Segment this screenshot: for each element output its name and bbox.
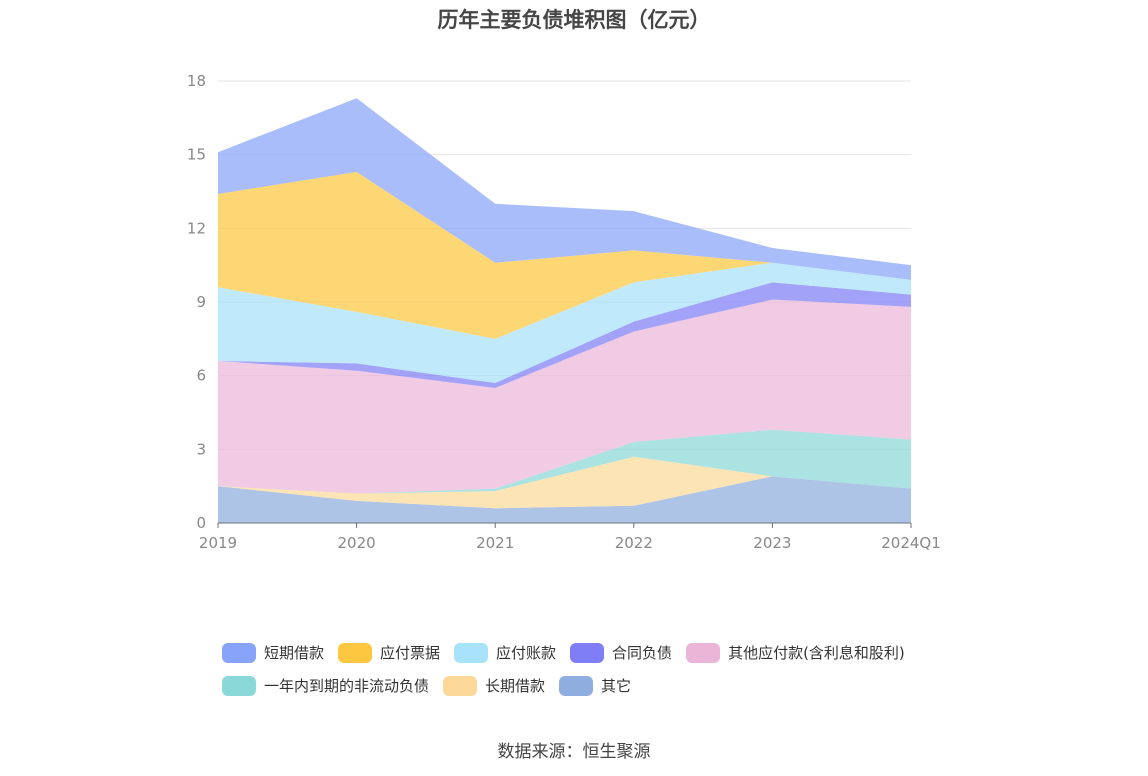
y-tick-label: 12 xyxy=(187,219,206,237)
y-tick-label: 6 xyxy=(196,367,206,385)
chart-title: 历年主要负债堆积图（亿元） xyxy=(437,8,711,32)
legend-swatch xyxy=(570,642,605,663)
area-series-一年内到期的非流动负债 xyxy=(218,429,911,494)
legend-swatch xyxy=(443,675,478,696)
chart-area: 0 3 6 9 12 15 18 2019 2020 2021 2022 2023 2024Q1 xyxy=(187,72,941,552)
legend-item[interactable]: 长期借款 xyxy=(443,675,545,696)
legend-row: 短期借款 应付票据 应付账款 合同负债 其他应付款(含利息和股利) xyxy=(222,636,1148,669)
y-tick-label: 9 xyxy=(196,293,206,311)
legend: 短期借款 应付票据 应付账款 合同负债 其他应付款(含利息和股利) 一年内到期的非流动负债… xyxy=(0,636,1148,702)
x-tick-label: 2021 xyxy=(476,534,514,552)
area-series-合同负债 xyxy=(218,282,911,388)
legend-label: 其他应付款(含利息和股利) xyxy=(728,644,905,662)
legend-item[interactable]: 其他应付款(含利息和股利) xyxy=(686,642,905,663)
x-tick-label: 2023 xyxy=(753,534,791,552)
legend-label: 应付账款 xyxy=(496,644,557,662)
y-tick-label: 0 xyxy=(196,514,206,532)
legend-item[interactable]: 应付票据 xyxy=(338,642,440,663)
axes: 0 3 6 9 12 15 18 2019 2020 2021 2022 2023 2024Q1 xyxy=(187,72,941,552)
area-series-应付账款 xyxy=(218,262,911,384)
legend-swatch xyxy=(559,675,594,696)
area-series-其他应付款(含利息和股利) xyxy=(218,299,911,494)
legend-item[interactable]: 短期借款 xyxy=(222,642,324,663)
y-tick-label: 18 xyxy=(187,72,206,90)
area-series-应付票据 xyxy=(218,171,911,339)
legend-item[interactable]: 合同负债 xyxy=(570,642,672,663)
data-source: 数据来源：恒生聚源 xyxy=(497,742,651,762)
area-series-其它 xyxy=(218,476,911,523)
legend-label: 合同负债 xyxy=(612,644,673,662)
x-tick-label: 2020 xyxy=(338,534,376,552)
legend-label: 应付票据 xyxy=(380,644,441,662)
legend-swatch xyxy=(454,642,489,663)
y-tick-label: 3 xyxy=(196,440,206,458)
x-tick-label: 2024Q1 xyxy=(881,534,941,552)
legend-swatch xyxy=(686,642,721,663)
legend-swatch xyxy=(222,642,256,663)
area-series-短期借款 xyxy=(218,98,911,280)
legend-label: 短期借款 xyxy=(264,644,325,662)
legend-swatch xyxy=(222,675,256,696)
legend-item[interactable]: 应付账款 xyxy=(454,642,556,663)
area-series xyxy=(218,98,911,523)
legend-item[interactable]: 一年内到期的非流动负债 xyxy=(222,675,429,696)
x-tick-label: 2022 xyxy=(615,534,653,552)
legend-label: 长期借款 xyxy=(485,677,546,695)
legend-label: 一年内到期的非流动负债 xyxy=(264,677,430,695)
y-tick-label: 15 xyxy=(187,146,206,164)
legend-label: 其它 xyxy=(601,677,632,695)
legend-item[interactable]: 其它 xyxy=(559,675,631,696)
area-series-长期借款 xyxy=(218,456,911,509)
x-tick-label: 2019 xyxy=(199,534,237,552)
legend-row: 一年内到期的非流动负债 长期借款 其它 xyxy=(222,669,1148,702)
legend-swatch xyxy=(338,642,373,663)
